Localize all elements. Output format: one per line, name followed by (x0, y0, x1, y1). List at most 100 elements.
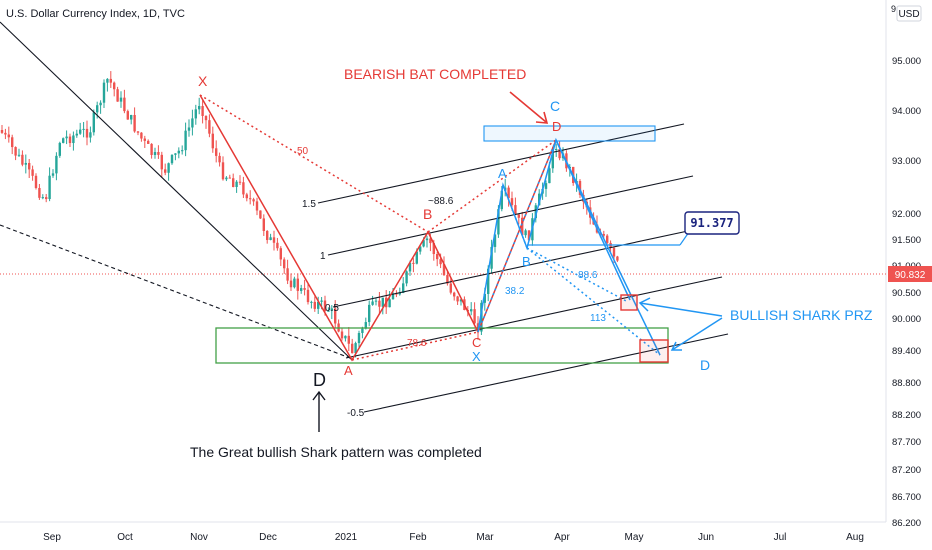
candle-body[interactable] (232, 178, 235, 187)
candle-body[interactable] (11, 137, 14, 148)
candle-body[interactable] (62, 138, 65, 143)
candle-body[interactable] (555, 148, 558, 151)
candle-body[interactable] (259, 210, 262, 219)
candle-body[interactable] (17, 154, 21, 156)
candle-body[interactable] (249, 198, 252, 200)
price-callout-box[interactable] (684, 211, 740, 235)
candle-body[interactable] (388, 299, 391, 308)
candle-body[interactable] (415, 251, 418, 264)
candle-body[interactable] (4, 132, 7, 135)
candle-body[interactable] (558, 148, 561, 159)
candle-body[interactable] (317, 301, 320, 309)
candle-body[interactable] (436, 254, 439, 260)
bearish-bat-pattern[interactable] (199, 94, 557, 362)
candle-body[interactable] (242, 182, 245, 195)
candle-body[interactable] (170, 154, 174, 164)
candle-body[interactable] (334, 308, 337, 324)
candle-body[interactable] (55, 155, 58, 174)
candle-body[interactable] (225, 177, 228, 180)
candle-body[interactable] (89, 132, 92, 138)
candle-body[interactable] (123, 97, 126, 112)
candle-body[interactable] (521, 217, 524, 236)
candle-body[interactable] (266, 230, 269, 241)
candle-body[interactable] (524, 230, 527, 236)
candle-body[interactable] (75, 133, 78, 136)
candle-body[interactable] (473, 309, 476, 324)
bat-ac-retrace[interactable] (351, 331, 479, 361)
candle-body[interactable] (133, 114, 136, 132)
candle-body[interactable] (402, 283, 405, 293)
candle-body[interactable] (612, 247, 616, 257)
candle-body[interactable] (442, 264, 446, 276)
shark-ab-line[interactable] (502, 184, 528, 249)
candle-body[interactable] (548, 168, 551, 184)
candle-body[interactable] (497, 209, 500, 235)
candle-body[interactable] (493, 234, 497, 247)
candle-body[interactable] (140, 132, 143, 139)
candle-body[interactable] (306, 289, 310, 303)
candle-body[interactable] (425, 238, 429, 241)
candle-body[interactable] (449, 283, 452, 293)
candle-body[interactable] (218, 155, 221, 163)
candle-body[interactable] (374, 300, 378, 302)
candle-body[interactable] (204, 115, 208, 121)
candle-body[interactable] (483, 293, 486, 303)
candle-body[interactable] (51, 173, 55, 176)
candle-body[interactable] (255, 201, 259, 211)
candle-body[interactable] (211, 133, 214, 149)
candle-body[interactable] (470, 309, 473, 312)
candle-body[interactable] (381, 297, 384, 307)
candle-body[interactable] (181, 150, 184, 152)
candle-body[interactable] (378, 300, 381, 307)
candle-body[interactable] (7, 134, 10, 138)
bat-xb-retrace[interactable] (199, 94, 429, 233)
candle-body[interactable] (194, 109, 197, 119)
candle-body[interactable] (201, 106, 204, 116)
candle-body[interactable] (289, 280, 293, 288)
candle-body[interactable] (351, 343, 354, 354)
bullish-shark-pattern[interactable] (477, 137, 690, 356)
candle-body[interactable] (487, 268, 490, 294)
candle-body[interactable] (514, 205, 517, 215)
candle-body[interactable] (361, 328, 364, 333)
candle-body[interactable] (174, 153, 177, 155)
time-axis-ticks[interactable]: Sep Oct Nov Dec 2021 Feb Mar Apr May Jun Jul Aug (43, 532, 864, 543)
candle-body[interactable] (527, 230, 531, 241)
candle-body[interactable] (221, 162, 225, 180)
candle-body[interactable] (136, 131, 140, 133)
candle-body[interactable] (21, 154, 24, 165)
candle-body[interactable] (109, 78, 112, 83)
candle-body[interactable] (119, 97, 123, 102)
candle-body[interactable] (14, 147, 17, 156)
candle-body[interactable] (293, 278, 296, 288)
candle-body[interactable] (126, 111, 129, 120)
candle-body[interactable] (106, 78, 109, 83)
candle-body[interactable] (99, 102, 102, 106)
candle-body[interactable] (24, 162, 27, 165)
candle-body[interactable] (28, 162, 31, 170)
candle-body[interactable] (153, 152, 157, 155)
candle-body[interactable] (323, 300, 327, 311)
candle-body[interactable] (551, 150, 554, 169)
candle-body[interactable] (507, 187, 510, 199)
candle-body[interactable] (157, 152, 160, 155)
shark-cd-extension[interactable] (555, 139, 661, 356)
candle-body[interactable] (0, 130, 4, 133)
shark-113-line[interactable] (526, 247, 661, 356)
candle-body[interactable] (65, 136, 68, 139)
candle-body[interactable] (198, 106, 201, 110)
candle-body[interactable] (303, 288, 306, 290)
candle-body[interactable] (534, 205, 537, 219)
candle-body[interactable] (616, 256, 619, 261)
candle-body[interactable] (208, 120, 211, 134)
candle-body[interactable] (357, 332, 361, 344)
candle-body[interactable] (34, 175, 38, 189)
candle-body[interactable] (330, 308, 333, 311)
candle-body[interactable] (286, 268, 289, 281)
candle-body[interactable] (72, 135, 75, 144)
candle-body[interactable] (422, 240, 425, 247)
candle-body[interactable] (313, 301, 316, 309)
candle-body[interactable] (68, 136, 72, 144)
candle-body[interactable] (517, 214, 520, 218)
